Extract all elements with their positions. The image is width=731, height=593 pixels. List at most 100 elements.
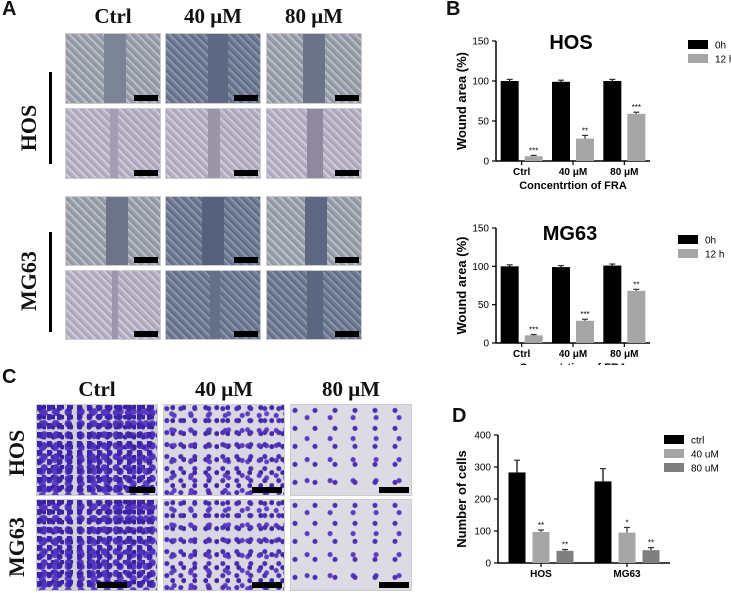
hos-ytick-label-3: 150 [472, 37, 489, 48]
mg63-xlabel: Concentrtion of FRA [519, 362, 627, 365]
cells-sig-2-1: ** [648, 539, 654, 548]
hos-bar-12h-2 [627, 113, 646, 161]
panel-c-row-mg63: MG63 [4, 517, 29, 577]
micrograph-hos-40um-0h [165, 33, 261, 104]
micrograph-mg63-40um-0h [165, 196, 261, 266]
mg63-xtick-label-1: 40 μM [559, 349, 587, 360]
cells-sig-1-1: * [625, 518, 628, 527]
transwell-mg63-80um [290, 499, 412, 591]
micrograph-mg63-ctrl-12h [65, 270, 161, 340]
panel-a-col-ctrl: Ctrl [94, 4, 132, 28]
mg63-bar-12h-0 [524, 335, 543, 343]
cells-bar-40uM-1 [618, 532, 636, 563]
hos-bar-0h-0 [500, 81, 519, 161]
mg63-legend-swatch-1 [678, 249, 698, 258]
cells-ytick-label-1: 100 [474, 527, 491, 538]
hos-bar-12h-0 [524, 156, 543, 161]
panel-a-row-bracket-mg63 [49, 232, 52, 332]
cells-legend-label-0: ctrl [691, 436, 704, 447]
panel-label-b: B [446, 0, 461, 20]
hos-ytick-label-1: 50 [478, 117, 490, 128]
hos-legend-swatch-1 [688, 54, 708, 63]
cells-ytick-label-3: 300 [474, 463, 491, 474]
cells-xtick-label-0: HOS [530, 569, 552, 580]
transwell-mg63-ctrl [36, 499, 158, 591]
mg63-sig-1-1: *** [580, 310, 589, 319]
mg63-bar-0h-0 [500, 266, 519, 343]
hos-bar-12h-1 [576, 138, 594, 161]
transwell-hos-80um [290, 404, 412, 496]
mg63-sig-1-2: ** [633, 280, 639, 289]
mg63-legend-label-0: 0h [705, 236, 716, 247]
hos-xtick-label-2: 80 μM [610, 167, 638, 178]
cells-legend-swatch-0 [664, 435, 684, 444]
cells-ytick-label-0: 0 [485, 559, 491, 570]
cells-xtick-label-1: MG63 [613, 569, 641, 580]
micrograph-mg63-40um-12h [165, 270, 261, 340]
panel-c-col-80um: 80 μM [322, 377, 380, 401]
panel-c-col-ctrl: Ctrl [78, 377, 116, 401]
hos-legend-label-0: 0h [715, 41, 726, 52]
cells-ylabel: Number of cells [454, 450, 469, 548]
mg63-title: MG63 [543, 223, 597, 245]
cells-ytick-label-4: 400 [474, 431, 491, 442]
panel-a-row-bracket-hos [49, 72, 52, 164]
mg63-xtick-label-0: Ctrl [513, 349, 530, 360]
hos-legend-swatch-0 [688, 40, 708, 49]
panel-a-col-80um: 80 μM [285, 4, 343, 28]
cells-sig-1-0: ** [538, 521, 544, 530]
panel-label-c: C [2, 366, 17, 388]
mg63-ytick-label-3: 150 [472, 224, 489, 235]
mg63-ytick-label-1: 50 [478, 300, 490, 311]
hos-ytick-label-0: 0 [483, 157, 489, 168]
cells-legend-label-1: 40 uM [691, 450, 719, 461]
panel-a-row-mg63: MG63 [16, 251, 41, 311]
mg63-ytick-label-0: 0 [483, 339, 489, 350]
cells-bar-80uM-1 [642, 550, 660, 563]
mg63-xtick-label-2: 80 μM [610, 349, 638, 360]
mg63-ytick-label-2: 100 [472, 262, 489, 273]
hos-xtick-label-1: 40 μM [559, 167, 587, 178]
mg63-ylabel: Wound area (%) [454, 237, 469, 335]
hos-sig-1-0: *** [529, 146, 538, 155]
hos-xlabel: Concentrtion of FRA [519, 180, 627, 192]
panel-c-col-40um: 40 μM [195, 377, 253, 401]
cells-legend-swatch-1 [664, 449, 684, 458]
transwell-hos-40um [163, 404, 285, 496]
hos-xtick-label-0: Ctrl [513, 167, 530, 178]
hos-sig-1-1: ** [582, 126, 588, 135]
micrograph-mg63-80um-12h [266, 270, 362, 340]
hos-bar-0h-1 [552, 81, 570, 161]
cells-legend-label-2: 80 uM [691, 464, 719, 475]
hos-title: HOS [549, 32, 592, 54]
hos-ytick-label-2: 100 [472, 77, 489, 88]
hos-ylabel: Wound area (%) [454, 52, 469, 150]
hos-bar-0h-2 [603, 81, 622, 161]
micrograph-hos-ctrl-12h [65, 108, 161, 179]
panel-c-row-hos: HOS [4, 429, 29, 477]
panel-a-col-40um: 40 μM [184, 4, 242, 28]
mg63-bar-12h-1 [576, 320, 594, 343]
micrograph-hos-ctrl-0h [65, 33, 161, 104]
cells-bar-40uM-0 [532, 531, 550, 563]
hos-legend-label-1: 12 h [715, 55, 731, 66]
cells-sig-2-0: ** [562, 541, 568, 550]
hos-sig-1-2: *** [632, 103, 641, 112]
micrograph-mg63-ctrl-0h [65, 196, 161, 266]
micrograph-hos-40um-12h [165, 108, 261, 179]
micrograph-hos-80um-12h [266, 108, 362, 179]
transwell-hos-ctrl [36, 404, 158, 496]
panel-label-a: A [2, 0, 17, 20]
cells-legend-swatch-2 [664, 463, 684, 472]
cells-ytick-label-2: 200 [474, 495, 491, 506]
panel-a-row-hos: HOS [16, 104, 41, 152]
panel-label-d: D [452, 405, 467, 427]
mg63-bar-0h-1 [552, 267, 570, 343]
transwell-mg63-40um [163, 499, 285, 591]
cells-bar-ctrl-1 [594, 481, 612, 563]
mg63-sig-1-0: *** [529, 326, 538, 335]
mg63-legend-swatch-0 [678, 235, 698, 244]
